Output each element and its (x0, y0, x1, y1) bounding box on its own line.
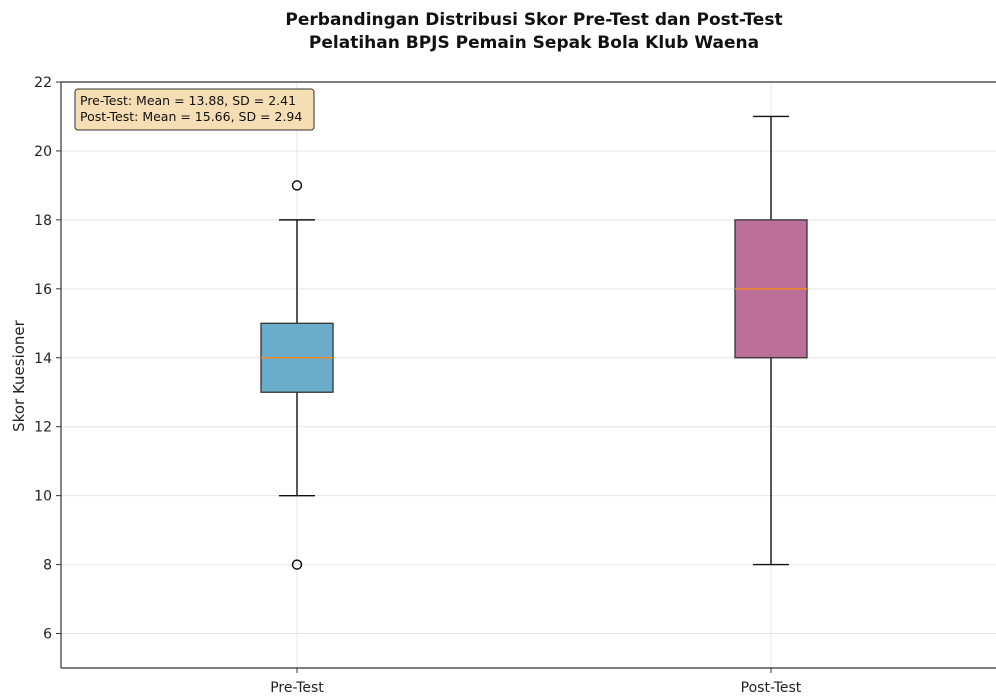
stats-box-background (74, 88, 315, 131)
y-tick-label: 8 (43, 558, 52, 574)
box-plots (260, 115, 808, 570)
box-post-test (734, 115, 808, 566)
x-tick-label: Post-Test (741, 680, 802, 696)
outlier-point (291, 180, 303, 191)
y-tick-label: 6 (43, 627, 52, 643)
y-tick-label: 20 (34, 144, 52, 160)
y-tick-label: 10 (34, 489, 52, 505)
chart-title-line-2: Pelatihan BPJS Pemain Sepak Bola Klub Wa… (309, 33, 759, 53)
y-tick-label: 12 (34, 420, 52, 436)
y-axis-label: Skor Kuesioner (10, 319, 28, 432)
y-tick-label: 16 (34, 282, 52, 298)
stats-box: Pre-Test: Mean = 13.88, SD = 2.41 Post-T… (74, 88, 315, 131)
box-pre-test (260, 180, 334, 570)
y-tick-label: 14 (34, 351, 52, 367)
outlier-point (291, 559, 303, 570)
stats-line-post: Post-Test: Mean = 15.66, SD = 2.94 (80, 109, 302, 124)
chart-title-line-1: Perbandingan Distribusi Skor Pre-Test da… (285, 10, 782, 30)
y-tick-label: 18 (34, 213, 52, 229)
grid-lines (61, 81, 996, 668)
y-tick-label: 22 (34, 75, 52, 91)
x-tick-label: Pre-Test (270, 680, 324, 696)
axes: 6 8 10 12 14 16 18 20 22 Pre-Test Post-Test (34, 75, 996, 696)
stats-line-pre: Pre-Test: Mean = 13.88, SD = 2.41 (80, 93, 296, 108)
